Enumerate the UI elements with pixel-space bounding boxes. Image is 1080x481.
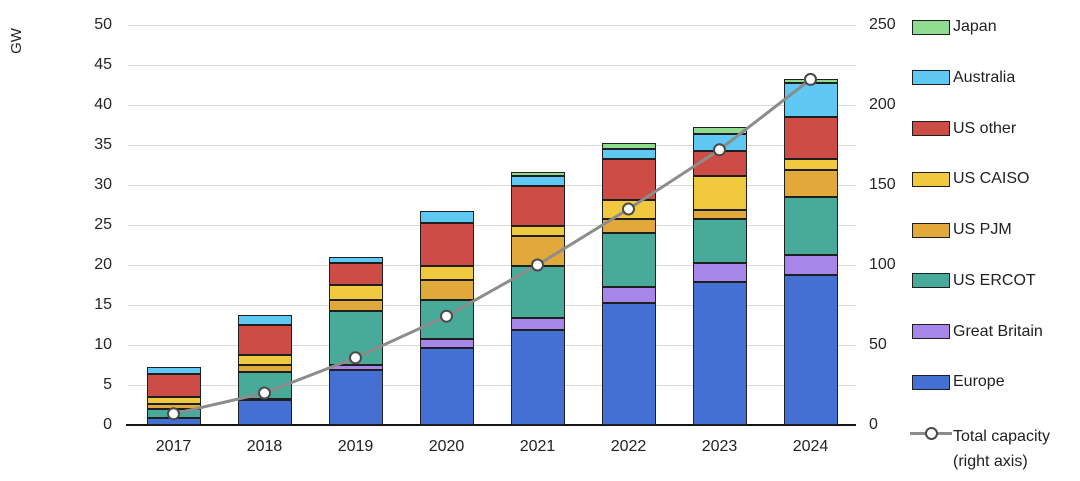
right-axis-tick-label: 200 [869, 96, 896, 113]
left-axis-tick-label: 30 [94, 176, 112, 193]
left-axis-tick-label: 35 [94, 136, 112, 153]
legend-label-us-ercot: US ERCOT [953, 271, 1036, 289]
right-axis-tick-label: 100 [869, 256, 896, 273]
x-axis-label: 2017 [155, 438, 192, 455]
left-axis-tick-label: 10 [94, 336, 112, 353]
x-axis-label: 2019 [337, 438, 374, 455]
x-axis-label: 2021 [519, 438, 556, 455]
grid-line [128, 24, 856, 26]
left-axis-tick-label: 45 [94, 56, 112, 73]
legend-swatch-great-britain [912, 324, 950, 339]
right-axis-tick-label: 250 [869, 16, 896, 33]
right-axis-tick-label: 150 [869, 176, 896, 193]
x-axis-label: 2018 [246, 438, 283, 455]
x-axis-label: 2023 [701, 438, 738, 455]
left-axis-tick-label: 50 [94, 16, 112, 33]
left-axis-tick-label: 20 [94, 256, 112, 273]
right-axis-tick-label: 0 [869, 416, 878, 433]
legend-label-us-pjm: US PJM [953, 221, 1012, 238]
legend-label-total-capacity-line1: Total capacity [953, 428, 1050, 445]
legend-swatch-us-other [912, 121, 950, 136]
legend-label-japan: Japan [953, 18, 997, 35]
left-axis-tick-label: 5 [103, 376, 112, 393]
right-axis-tick-label: 50 [869, 336, 887, 353]
left-axis-tick-label: 40 [94, 96, 112, 113]
x-axis-label: 2024 [792, 438, 829, 455]
legend-label-great-britain: Great Britain [953, 322, 1043, 340]
legend-label-total-capacity: Total capacity (right axis) [953, 424, 1050, 474]
left-axis-tick-label: 25 [94, 216, 112, 233]
legend-swatch-us-ercot [912, 273, 950, 289]
legend-label-europe: Europe [953, 373, 1005, 391]
x-axis-line [126, 423, 856, 426]
left-axis-tick-label: 15 [94, 296, 112, 313]
legend-label-total-capacity-line2: (right axis) [953, 453, 1028, 470]
x-axis-label: 2020 [428, 438, 465, 455]
legend-swatch-us-caiso [912, 171, 950, 187]
legend-label-us-caiso: US CAISO [953, 170, 1030, 188]
legend-swatch-europe [912, 374, 950, 390]
legend-swatch-us-pjm [912, 222, 950, 238]
left-axis-tick-label: 0 [103, 416, 112, 433]
legend-label-us-other: US other [953, 119, 1017, 137]
grid-line [128, 64, 856, 66]
legend-label-australia: Australia [953, 68, 1016, 86]
legend-swatch-australia [912, 70, 950, 86]
legend-line-point-icon [924, 426, 938, 440]
x-axis-label: 2022 [610, 438, 647, 455]
legend-swatch-japan [912, 19, 950, 35]
